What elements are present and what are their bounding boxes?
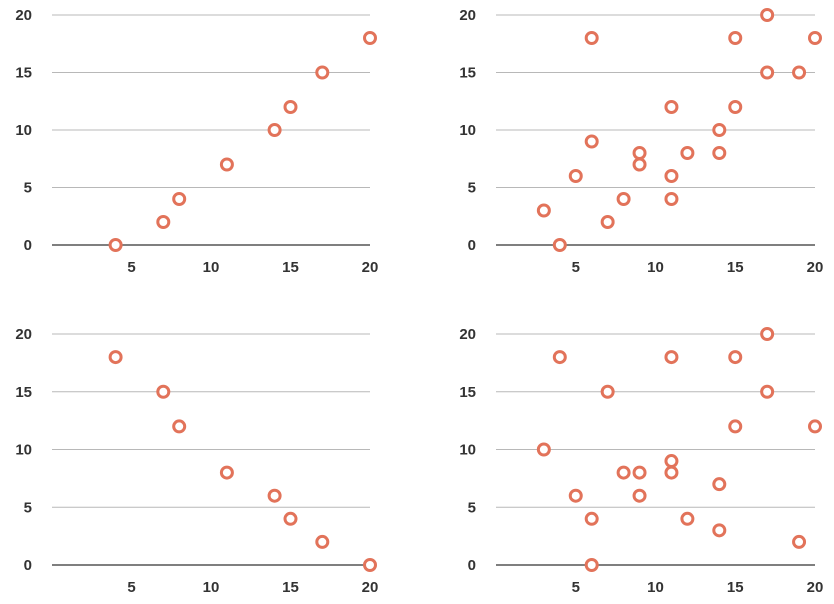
scatter-panel-2: 0 5 10 15 20 5 10 15 20 (459, 7, 823, 276)
data-point (712, 523, 727, 538)
y-tick-label: 0 (24, 557, 32, 574)
scatter-panel-4: 0 5 10 15 20 5 10 15 20 (459, 326, 823, 596)
x-tick-label: 10 (203, 259, 220, 276)
data-point (584, 31, 599, 45)
y-tick-label: 0 (24, 237, 32, 254)
x-tick-label: 5 (572, 259, 580, 276)
data-point (632, 465, 647, 480)
y-tick-label: 15 (15, 384, 32, 401)
data-point (536, 203, 551, 218)
y-tick-label: 5 (468, 499, 476, 516)
data-point (156, 215, 171, 229)
data-point (616, 465, 631, 480)
data-point (536, 442, 551, 457)
data-point (664, 169, 679, 183)
x-tick-label: 20 (362, 579, 379, 596)
data-point (792, 65, 807, 80)
data-point (808, 31, 822, 45)
data-point (156, 384, 171, 399)
data-point (632, 488, 647, 503)
x-tick-label: 15 (727, 579, 744, 596)
data-point (600, 384, 615, 399)
y-tick-label: 0 (468, 237, 476, 254)
y-tick-label: 10 (459, 442, 476, 459)
data-point (664, 100, 679, 114)
data-point (219, 157, 234, 172)
data-point (760, 327, 775, 341)
data-point (568, 488, 583, 503)
scatter-panel-3: 0 5 10 15 20 5 10 15 20 (15, 326, 378, 596)
data-point (267, 123, 282, 137)
data-point (712, 123, 727, 137)
x-tick-label: 5 (572, 579, 580, 596)
data-point (172, 419, 187, 434)
x-tick-label: 20 (362, 259, 379, 276)
data-point (172, 192, 187, 206)
y-tick-label: 10 (15, 122, 32, 139)
data-point (728, 31, 743, 45)
data-point (680, 146, 695, 160)
y-tick-label: 15 (15, 65, 32, 82)
data-point (728, 350, 743, 365)
data-point (363, 31, 377, 45)
data-point (712, 477, 727, 492)
x-tick-label: 15 (282, 259, 299, 276)
y-tick-label: 20 (459, 7, 476, 24)
data-point (283, 100, 298, 114)
y-tick-label: 0 (468, 557, 476, 574)
x-tick-label: 10 (203, 579, 220, 596)
data-point (568, 169, 583, 183)
x-tick-label: 15 (727, 259, 744, 276)
data-point (664, 192, 679, 206)
y-tick-label: 20 (15, 326, 32, 343)
y-tick-label: 10 (15, 442, 32, 459)
data-point (712, 146, 727, 160)
x-tick-label: 15 (282, 579, 299, 596)
y-tick-label: 15 (459, 65, 476, 82)
x-tick-label: 20 (807, 259, 824, 276)
data-point (584, 558, 599, 572)
y-tick-label: 5 (24, 180, 32, 197)
data-point (363, 558, 377, 572)
data-point (728, 419, 743, 434)
data-point (760, 65, 775, 80)
data-point (108, 238, 123, 252)
data-point (664, 465, 679, 480)
data-point (600, 215, 615, 229)
data-point (664, 454, 679, 469)
data-point (632, 146, 647, 160)
scatter-panel-1: 0 5 10 15 20 5 10 15 20 (15, 7, 378, 276)
x-tick-label: 10 (647, 259, 664, 276)
data-point (283, 511, 298, 526)
data-point (552, 350, 567, 365)
x-tick-label: 5 (127, 579, 135, 596)
data-point (808, 419, 822, 434)
data-point (664, 350, 679, 365)
data-point (552, 238, 567, 252)
data-point (616, 192, 631, 206)
x-tick-label: 10 (647, 579, 664, 596)
data-point (792, 534, 807, 549)
data-point (680, 511, 695, 526)
data-point (632, 157, 647, 172)
data-point (219, 465, 234, 480)
y-tick-label: 20 (15, 7, 32, 24)
y-tick-label: 10 (459, 122, 476, 139)
data-point (584, 134, 599, 149)
data-point (315, 65, 330, 80)
data-point (267, 488, 282, 503)
y-tick-label: 5 (468, 180, 476, 197)
data-point (760, 8, 775, 22)
x-tick-label: 20 (807, 579, 824, 596)
x-tick-label: 5 (127, 259, 135, 276)
data-point (108, 350, 123, 365)
data-point (315, 534, 330, 549)
data-point (760, 384, 775, 399)
y-tick-label: 15 (459, 384, 476, 401)
data-point (584, 511, 599, 526)
y-tick-label: 20 (459, 326, 476, 343)
data-point (728, 100, 743, 114)
y-tick-label: 5 (24, 499, 32, 516)
